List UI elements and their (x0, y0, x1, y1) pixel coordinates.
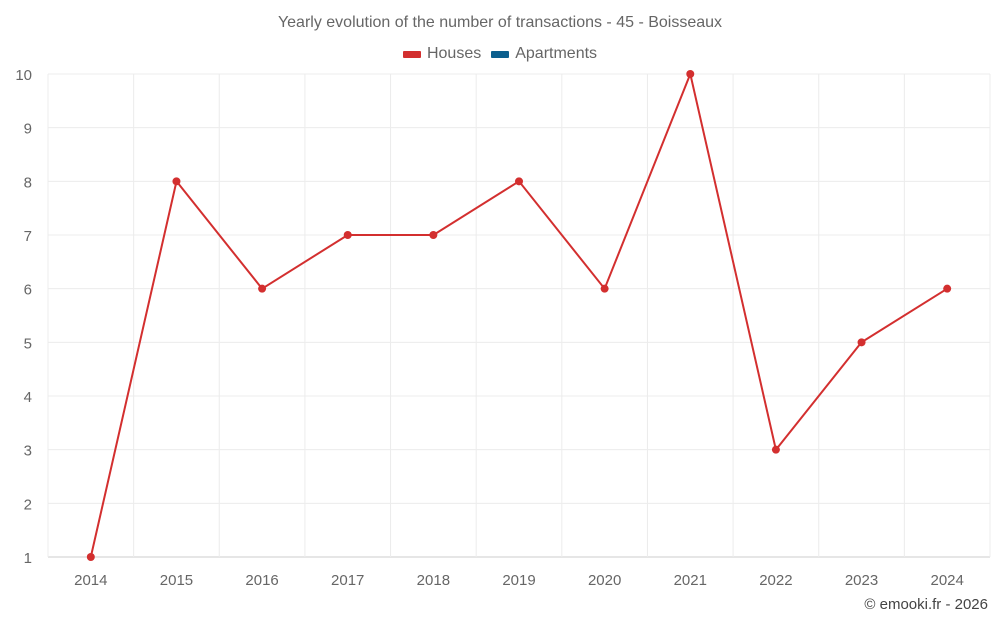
data-point[interactable] (172, 177, 181, 186)
y-tick-label: 1 (24, 550, 32, 567)
x-tick-label: 2017 (331, 572, 364, 589)
legend-label-apartments: Apartments (515, 45, 598, 62)
legend-swatch-apartments (491, 50, 510, 58)
legend-label-houses: Houses (426, 45, 482, 62)
y-tick-label: 4 (24, 389, 32, 406)
x-tick-label: 2022 (759, 572, 792, 589)
x-tick-labels: 2014 2015 2016 2017 2018 2019 2020 2021 2022 2023… (74, 572, 964, 589)
y-tick-label: 10 (15, 67, 32, 84)
data-point[interactable] (429, 231, 438, 239)
y-tick-label: 3 (24, 443, 32, 460)
y-tick-label: 7 (24, 228, 32, 245)
chart-title: Yearly evolution of the number of transa… (277, 14, 723, 31)
y-tick-labels: 1 2 3 4 5 6 7 8 9 10 (15, 67, 32, 567)
data-points (86, 70, 952, 561)
data-point[interactable] (258, 284, 267, 293)
x-tick-label: 2015 (160, 572, 193, 589)
y-tick-label: 8 (24, 174, 32, 191)
x-tick-label: 2021 (674, 572, 707, 589)
x-tick-label: 2020 (588, 572, 621, 589)
data-point[interactable] (343, 231, 352, 239)
y-tick-label: 6 (24, 282, 32, 299)
data-point[interactable] (857, 338, 866, 347)
data-point[interactable] (600, 284, 609, 293)
data-point[interactable] (771, 445, 780, 454)
data-point[interactable] (686, 70, 695, 78)
y-tick-label: 9 (24, 121, 32, 138)
credit-text: © emooki.fr - 2026 (864, 596, 988, 613)
chart-legend: Houses Apartments (0, 45, 1000, 63)
x-tick-label: 2019 (502, 572, 535, 589)
x-tick-label: 2018 (417, 572, 450, 589)
data-point[interactable] (86, 553, 95, 561)
legend-swatch-houses (402, 50, 421, 58)
data-point[interactable] (515, 177, 523, 186)
legend-item-houses[interactable]: Houses (402, 45, 482, 63)
y-tick-label: 5 (24, 335, 32, 352)
x-tick-label: 2016 (245, 572, 278, 589)
grid-lines (47, 73, 991, 558)
x-tick-label: 2024 (930, 572, 963, 589)
x-tick-label: 2023 (845, 572, 878, 589)
y-tick-label: 2 (24, 496, 32, 513)
data-point[interactable] (943, 284, 952, 293)
x-tick-label: 2014 (74, 572, 107, 589)
legend-item-apartments[interactable]: Apartments (491, 45, 597, 63)
